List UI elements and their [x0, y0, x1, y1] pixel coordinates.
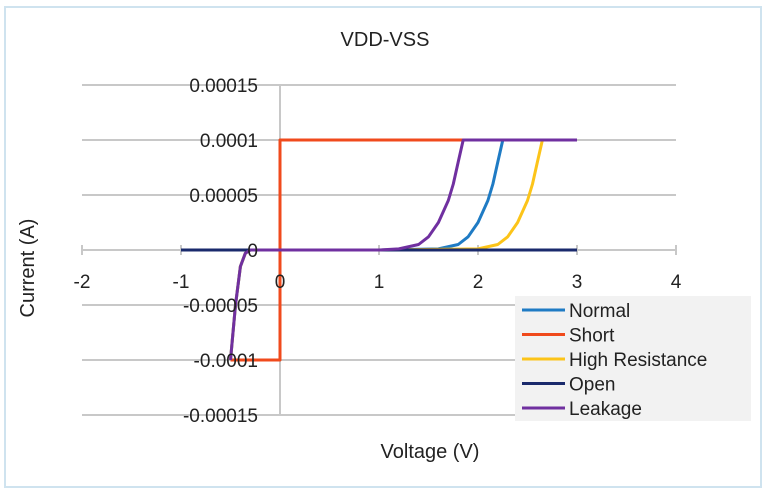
x-tick-label: -1 [173, 272, 190, 293]
legend-label: Short [569, 326, 615, 347]
chart-title: VDD-VSS [341, 29, 430, 51]
x-tick-label: 2 [473, 272, 484, 293]
y-tick-label: -0.00005 [183, 296, 258, 317]
legend-label: Open [569, 375, 615, 396]
x-tick-label: 4 [671, 272, 682, 293]
y-tick-label: 0.00015 [189, 76, 258, 97]
legend-label: Normal [569, 301, 630, 322]
x-tick-label: -2 [74, 272, 91, 293]
y-tick-label: 0.0001 [200, 131, 258, 152]
y-tick-label: -0.0001 [194, 351, 258, 372]
series-line-leakage [229, 138, 577, 361]
y-tick-label: 0.00005 [189, 186, 258, 207]
legend-label: High Resistance [569, 350, 707, 371]
y-axis-label: Current (A) [17, 219, 39, 318]
x-tick-label: 1 [374, 272, 385, 293]
x-tick-label: 0 [275, 272, 286, 293]
x-axis-label: Voltage (V) [381, 441, 480, 463]
x-tick-label: 3 [572, 272, 583, 293]
legend-label: Leakage [569, 399, 642, 420]
legend: Normal Short High Resistance Open Leakage [515, 296, 751, 421]
y-tick-label: 0 [247, 241, 258, 262]
y-tick-label: -0.00015 [183, 406, 258, 427]
